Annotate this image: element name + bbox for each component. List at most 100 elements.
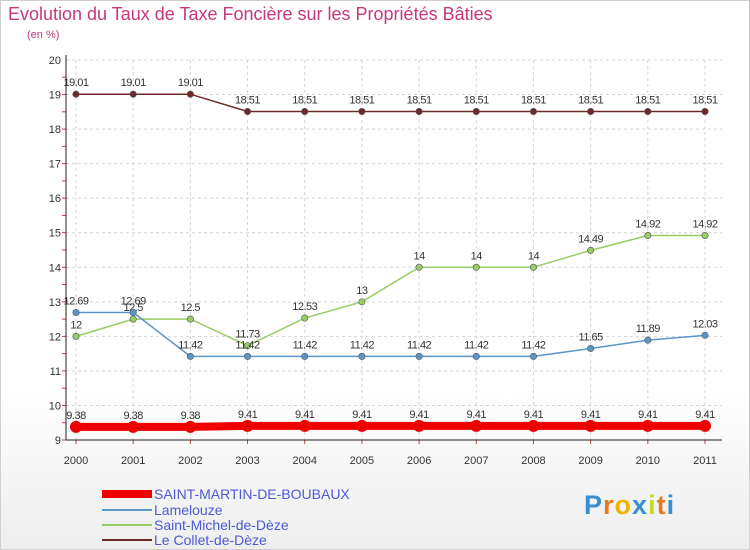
- data-label: 12.53: [292, 301, 317, 313]
- data-point: [587, 344, 595, 352]
- data-point: [644, 336, 652, 344]
- x-tick-label-2004: 2004: [292, 455, 316, 467]
- series-line-3: [76, 421, 705, 431]
- x-tick-label-2000: 2000: [64, 455, 88, 467]
- data-point: [129, 309, 137, 317]
- data-label: 19.01: [63, 77, 88, 89]
- chart-title: Evolution du Taux de Taxe Foncière sur l…: [8, 4, 493, 24]
- data-label: 9.41: [352, 409, 372, 421]
- y-tick-label-17: 17: [49, 159, 61, 171]
- data-label: 14.92: [635, 218, 660, 230]
- data-label: 11.89: [636, 323, 661, 335]
- legend-item: Saint-Michel-de-Dèze: [102, 517, 289, 533]
- data-label: 13: [356, 285, 368, 297]
- data-label: 12.03: [692, 318, 717, 330]
- data-point: [244, 352, 252, 360]
- data-point: [701, 331, 709, 339]
- data-label: 14.49: [578, 233, 603, 245]
- data-point: [244, 342, 252, 350]
- data-point: [241, 419, 254, 432]
- data-label: 12.69: [63, 296, 88, 308]
- data-label: 11.73: [235, 329, 260, 341]
- data-label: 14.92: [692, 218, 717, 230]
- y-tick-label-20: 20: [49, 55, 61, 67]
- data-label: 11.42: [293, 339, 318, 351]
- data-label: 11.65: [579, 331, 604, 343]
- data-label: 11.42: [521, 339, 546, 351]
- data-point: [358, 298, 366, 306]
- proxiti-logo: Proxiti: [584, 490, 675, 521]
- data-point: [415, 107, 423, 115]
- data-point: [244, 107, 252, 115]
- y-tick-label-12: 12: [49, 331, 61, 343]
- data-point: [701, 107, 709, 115]
- data-point: [415, 352, 423, 360]
- data-point: [186, 352, 194, 360]
- x-tick-label-2009: 2009: [578, 455, 602, 467]
- y-tick-label-14: 14: [49, 262, 61, 274]
- data-point: [587, 246, 595, 254]
- data-label: 18.51: [635, 94, 660, 106]
- series-line-1: [75, 234, 705, 347]
- series-line-0: [76, 93, 705, 113]
- data-label: 12.69: [121, 296, 146, 308]
- legend-label: SAINT-MARTIN-DE-BOUBAUX: [154, 486, 350, 502]
- data-label: 14: [471, 250, 483, 262]
- x-tick-label-2003: 2003: [235, 455, 259, 467]
- data-label: 18.51: [464, 94, 489, 106]
- x-tick-label-2011: 2011: [693, 455, 717, 467]
- legend-item: Lamelouze: [102, 502, 223, 518]
- data-point: [699, 419, 711, 432]
- legend-item: Le Collet-de-Dèze: [102, 532, 267, 548]
- data-label: 11.42: [464, 339, 489, 351]
- x-tick-label-2007: 2007: [464, 455, 488, 467]
- data-label: 11.42: [407, 339, 432, 351]
- data-point: [472, 263, 480, 271]
- data-point: [129, 315, 137, 323]
- data-point: [186, 90, 194, 98]
- data-label: 9.41: [238, 409, 258, 421]
- unit-label: (en %): [27, 29, 60, 41]
- logo-letter: i: [648, 490, 657, 520]
- data-point: [472, 352, 480, 360]
- data-point: [186, 315, 194, 323]
- data-label: 18.51: [349, 94, 374, 106]
- logo-letter: r: [603, 490, 615, 520]
- legend-label: Lamelouze: [154, 502, 223, 518]
- data-point: [415, 263, 423, 271]
- data-label: 18.51: [407, 94, 432, 106]
- data-label: 11.42: [235, 339, 260, 351]
- data-label: 18.51: [292, 94, 317, 106]
- data-point: [587, 107, 595, 115]
- data-point: [529, 263, 537, 271]
- data-label: 9.41: [467, 409, 487, 421]
- y-tick-label-9: 9: [55, 435, 61, 447]
- data-point: [358, 107, 366, 115]
- data-point: [584, 419, 597, 432]
- data-label: 18.51: [521, 94, 546, 106]
- legend-label: Saint-Michel-de-Dèze: [154, 517, 289, 533]
- series-line-2: [76, 311, 706, 358]
- y-tick-label-13: 13: [49, 297, 61, 309]
- data-point: [701, 231, 709, 239]
- x-tick-label-2008: 2008: [521, 455, 545, 467]
- data-point: [358, 352, 366, 360]
- y-tick-label-15: 15: [49, 228, 61, 240]
- data-label: 9.38: [181, 410, 201, 422]
- logo-letter: o: [614, 490, 633, 520]
- logo-letter: P: [584, 490, 604, 520]
- data-label: 18.51: [692, 94, 717, 106]
- data-label: 12.5: [181, 302, 201, 314]
- x-tick-label-2005: 2005: [350, 455, 374, 467]
- data-label: 9.38: [66, 410, 86, 422]
- y-tick-label-11: 11: [50, 366, 61, 378]
- data-point: [72, 90, 80, 98]
- x-tick-label-2010: 2010: [636, 455, 660, 467]
- data-point: [529, 352, 537, 360]
- data-label: 12.5: [123, 302, 143, 314]
- y-tick-label-10: 10: [49, 400, 61, 412]
- logo-letter: t: [656, 490, 667, 520]
- data-label: 9.41: [295, 409, 315, 421]
- data-point: [644, 231, 652, 239]
